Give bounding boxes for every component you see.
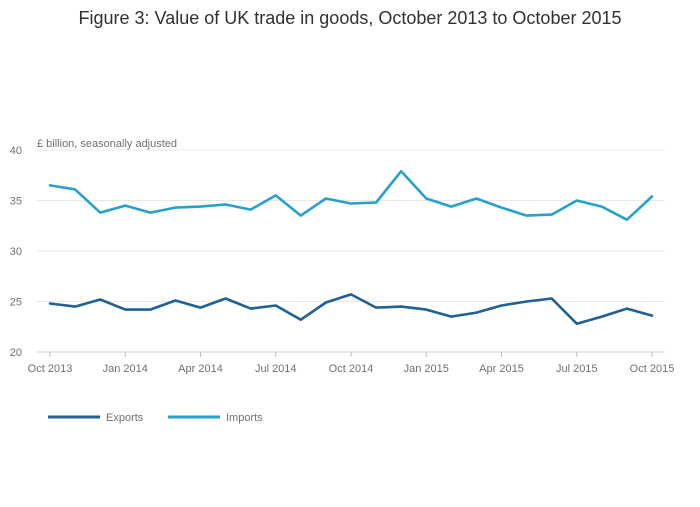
y-tick-label: 40 <box>10 145 22 157</box>
x-axis: Oct 2013 Jan 2014 Apr 2014 Jul 2014 Oct 2014… <box>28 352 675 375</box>
x-tick-label: Apr 2014 <box>178 363 223 375</box>
y-tick-label: 25 <box>10 297 22 309</box>
x-tick-label: Apr 2015 <box>479 363 524 375</box>
y-axis-unit-label: £ billion, seasonally adjusted <box>37 138 177 150</box>
legend-label: Imports <box>226 412 263 424</box>
y-axis: 20 25 30 35 40 <box>10 145 22 359</box>
x-tick-label: Jan 2014 <box>103 363 148 375</box>
gridlines <box>36 149 665 353</box>
x-tick-label: Oct 2014 <box>329 363 374 375</box>
x-tick-label: Oct 2015 <box>630 363 675 375</box>
legend-item-imports[interactable]: Imports <box>168 412 263 424</box>
chart-title: Figure 3: Value of UK trade in goods, Oc… <box>79 8 622 28</box>
x-tick-label: Jul 2015 <box>556 363 598 375</box>
legend-item-exports[interactable]: Exports <box>48 412 144 424</box>
series-line-exports <box>48 293 654 325</box>
series-lines <box>48 169 654 325</box>
legend: Exports Imports <box>48 412 263 424</box>
y-tick-label: 30 <box>10 246 22 258</box>
x-tick-label: Oct 2013 <box>28 363 73 375</box>
x-tick-label: Jan 2015 <box>404 363 449 375</box>
legend-label: Exports <box>106 412 144 424</box>
y-tick-label: 35 <box>10 196 22 208</box>
series-line-imports <box>48 169 654 221</box>
y-tick-label: 20 <box>10 347 22 359</box>
x-tick-label: Jul 2014 <box>255 363 297 375</box>
